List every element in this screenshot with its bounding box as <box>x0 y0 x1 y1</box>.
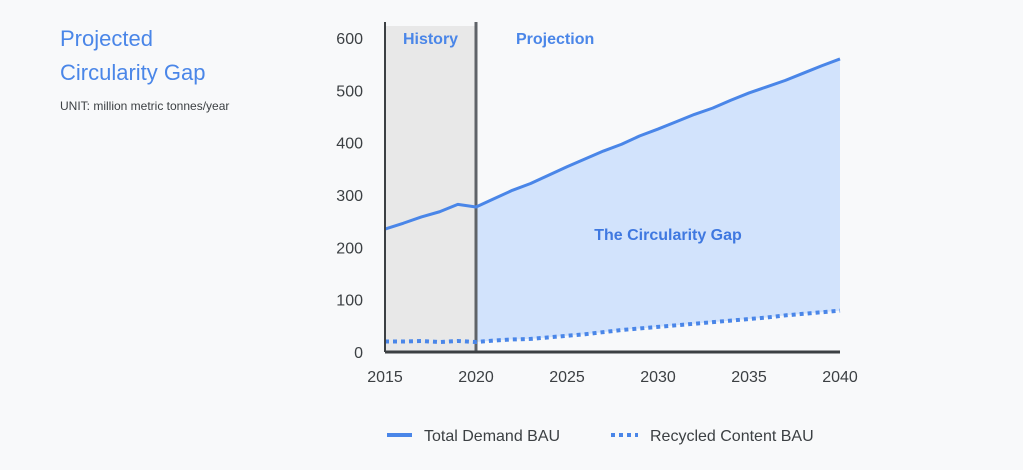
series-line-recycled-content-bau <box>385 308 841 345</box>
x-tick-label: 2020 <box>458 369 494 386</box>
y-tick-label: 400 <box>336 136 363 153</box>
chart-title: Projected Circularity Gap <box>60 22 280 90</box>
legend-label-recycled-content-bau: Recycled Content BAU <box>650 428 814 445</box>
chart-title-line1: Projected <box>60 26 153 51</box>
x-tick-label: 2025 <box>549 369 585 386</box>
unit-label: UNIT: million metric tonnes/year <box>60 99 230 113</box>
circularity-gap-annotation: The Circularity Gap <box>594 227 742 244</box>
history-region <box>385 26 476 352</box>
y-tick-label: 200 <box>336 240 363 257</box>
series-line-total-demand-bau <box>384 57 841 231</box>
x-tick-label: 2035 <box>731 369 767 386</box>
y-tick-label: 600 <box>336 31 363 48</box>
y-tick-label: 500 <box>336 83 363 100</box>
y-tick-label: 300 <box>336 188 363 205</box>
y-tick-label: 100 <box>336 293 363 310</box>
circularity-gap-area <box>476 58 840 343</box>
x-tick-label: 2030 <box>640 369 676 386</box>
projection-label: Projection <box>516 31 594 48</box>
history-label: History <box>403 31 458 48</box>
y-tick-label: 0 <box>354 345 363 362</box>
chart-title-line2: Circularity Gap <box>60 60 206 85</box>
legend-label-total-demand-bau: Total Demand BAU <box>424 428 560 445</box>
x-tick-label: 2015 <box>367 369 403 386</box>
x-tick-label: 2040 <box>822 369 858 386</box>
